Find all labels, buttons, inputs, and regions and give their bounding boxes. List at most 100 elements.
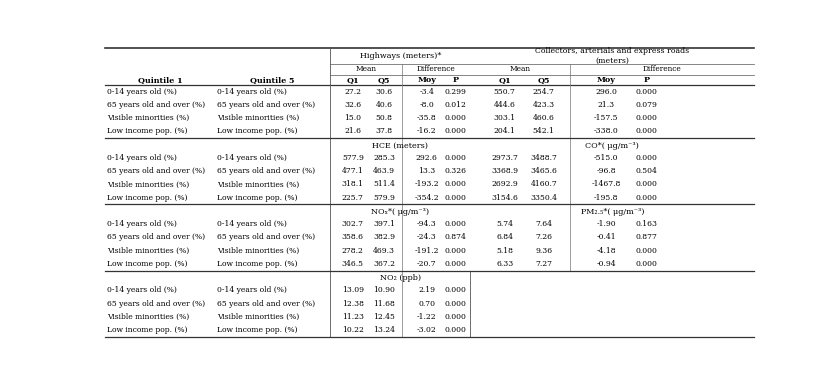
Text: 2692.9: 2692.9 bbox=[491, 181, 518, 189]
Text: Visible minorities (%): Visible minorities (%) bbox=[106, 114, 189, 122]
Text: 444.6: 444.6 bbox=[494, 101, 515, 109]
Text: 0.000: 0.000 bbox=[444, 260, 467, 268]
Text: 0.000: 0.000 bbox=[635, 181, 657, 189]
Text: 0.000: 0.000 bbox=[444, 220, 467, 228]
Text: 4160.7: 4160.7 bbox=[530, 181, 557, 189]
Text: 3154.6: 3154.6 bbox=[491, 194, 518, 202]
Text: 477.1: 477.1 bbox=[342, 167, 364, 175]
Text: Visible minorities (%): Visible minorities (%) bbox=[106, 313, 189, 321]
Text: -1467.8: -1467.8 bbox=[592, 181, 621, 189]
Text: 0.000: 0.000 bbox=[635, 88, 657, 96]
Text: 65 years old and over (%): 65 years old and over (%) bbox=[217, 101, 315, 109]
Text: 40.6: 40.6 bbox=[375, 101, 392, 109]
Text: 0.000: 0.000 bbox=[444, 287, 467, 295]
Text: -0.94: -0.94 bbox=[597, 260, 616, 268]
Text: 302.7: 302.7 bbox=[342, 220, 364, 228]
Text: -193.2: -193.2 bbox=[415, 181, 439, 189]
Text: Low income pop. (%): Low income pop. (%) bbox=[217, 194, 297, 202]
Text: 0-14 years old (%): 0-14 years old (%) bbox=[217, 154, 287, 162]
Text: -515.0: -515.0 bbox=[594, 154, 618, 162]
Text: 0-14 years old (%): 0-14 years old (%) bbox=[106, 88, 177, 96]
Text: Highways (meters)*: Highways (meters)* bbox=[360, 52, 441, 60]
Text: 6.84: 6.84 bbox=[496, 234, 514, 242]
Text: 10.22: 10.22 bbox=[342, 326, 364, 334]
Text: -338.0: -338.0 bbox=[594, 128, 618, 136]
Text: 65 years old and over (%): 65 years old and over (%) bbox=[106, 167, 204, 175]
Text: 37.8: 37.8 bbox=[375, 128, 392, 136]
Text: Visible minorities (%): Visible minorities (%) bbox=[217, 114, 299, 122]
Text: 204.1: 204.1 bbox=[494, 128, 515, 136]
Text: -1.90: -1.90 bbox=[597, 220, 616, 228]
Text: Mean: Mean bbox=[355, 65, 376, 73]
Text: 13.24: 13.24 bbox=[373, 326, 395, 334]
Text: 65 years old and over (%): 65 years old and over (%) bbox=[106, 234, 204, 242]
Text: CO*( μg/m⁻³): CO*( μg/m⁻³) bbox=[586, 142, 639, 150]
Text: 0.70: 0.70 bbox=[418, 299, 436, 307]
Text: 285.3: 285.3 bbox=[373, 154, 395, 162]
Text: 0-14 years old (%): 0-14 years old (%) bbox=[217, 220, 287, 228]
Text: 12.38: 12.38 bbox=[342, 299, 364, 307]
Text: 0.000: 0.000 bbox=[635, 247, 657, 255]
Text: 7.26: 7.26 bbox=[535, 234, 552, 242]
Text: 15.0: 15.0 bbox=[344, 114, 361, 122]
Text: NOₓ*( μg/m⁻³): NOₓ*( μg/m⁻³) bbox=[371, 208, 429, 216]
Text: Moy: Moy bbox=[417, 76, 437, 84]
Text: 0.000: 0.000 bbox=[635, 128, 657, 136]
Text: Q1: Q1 bbox=[346, 76, 360, 84]
Text: -24.3: -24.3 bbox=[417, 234, 437, 242]
Text: -157.5: -157.5 bbox=[594, 114, 618, 122]
Text: -20.7: -20.7 bbox=[417, 260, 437, 268]
Text: 0.326: 0.326 bbox=[444, 167, 467, 175]
Text: 11.23: 11.23 bbox=[342, 313, 364, 321]
Text: 50.8: 50.8 bbox=[375, 114, 392, 122]
Text: 5.18: 5.18 bbox=[496, 247, 514, 255]
Text: 11.68: 11.68 bbox=[373, 299, 395, 307]
Text: -0.41: -0.41 bbox=[597, 234, 616, 242]
Text: 0.877: 0.877 bbox=[635, 234, 657, 242]
Text: 0.000: 0.000 bbox=[444, 247, 467, 255]
Text: -191.2: -191.2 bbox=[415, 247, 439, 255]
Text: 0.000: 0.000 bbox=[444, 128, 467, 136]
Text: Quintile 5: Quintile 5 bbox=[250, 76, 295, 84]
Text: 0.000: 0.000 bbox=[444, 194, 467, 202]
Text: 382.9: 382.9 bbox=[373, 234, 395, 242]
Text: 463.9: 463.9 bbox=[373, 167, 395, 175]
Text: Visible minorities (%): Visible minorities (%) bbox=[217, 313, 299, 321]
Text: 0.000: 0.000 bbox=[635, 194, 657, 202]
Text: -16.2: -16.2 bbox=[417, 128, 437, 136]
Text: -35.8: -35.8 bbox=[417, 114, 437, 122]
Text: Mean: Mean bbox=[510, 65, 530, 73]
Text: 0.874: 0.874 bbox=[444, 234, 467, 242]
Text: 32.6: 32.6 bbox=[344, 101, 361, 109]
Text: 2973.7: 2973.7 bbox=[491, 154, 518, 162]
Text: Visible minorities (%): Visible minorities (%) bbox=[217, 181, 299, 189]
Text: 21.6: 21.6 bbox=[344, 128, 361, 136]
Text: 9.36: 9.36 bbox=[535, 247, 552, 255]
Text: 30.6: 30.6 bbox=[375, 88, 392, 96]
Text: 397.1: 397.1 bbox=[373, 220, 395, 228]
Text: 292.6: 292.6 bbox=[416, 154, 437, 162]
Text: 7.27: 7.27 bbox=[535, 260, 552, 268]
Text: 12.45: 12.45 bbox=[373, 313, 395, 321]
Text: Low income pop. (%): Low income pop. (%) bbox=[106, 194, 187, 202]
Text: 469.3: 469.3 bbox=[373, 247, 395, 255]
Text: 5.74: 5.74 bbox=[496, 220, 514, 228]
Text: 65 years old and over (%): 65 years old and over (%) bbox=[106, 299, 204, 307]
Text: 358.6: 358.6 bbox=[342, 234, 364, 242]
Text: 511.4: 511.4 bbox=[373, 181, 395, 189]
Text: 0.000: 0.000 bbox=[635, 260, 657, 268]
Text: Q5: Q5 bbox=[537, 76, 550, 84]
Text: Difference: Difference bbox=[643, 65, 681, 73]
Text: 579.9: 579.9 bbox=[373, 194, 395, 202]
Text: 0.299: 0.299 bbox=[444, 88, 467, 96]
Text: 2.19: 2.19 bbox=[418, 287, 436, 295]
Text: 0.000: 0.000 bbox=[444, 326, 467, 334]
Text: P: P bbox=[644, 76, 649, 84]
Text: 0.000: 0.000 bbox=[444, 154, 467, 162]
Text: 0.079: 0.079 bbox=[635, 101, 657, 109]
Text: 65 years old and over (%): 65 years old and over (%) bbox=[217, 299, 315, 307]
Text: 0-14 years old (%): 0-14 years old (%) bbox=[106, 220, 177, 228]
Text: 6.33: 6.33 bbox=[496, 260, 514, 268]
Text: 3488.7: 3488.7 bbox=[530, 154, 557, 162]
Text: 13.09: 13.09 bbox=[342, 287, 364, 295]
